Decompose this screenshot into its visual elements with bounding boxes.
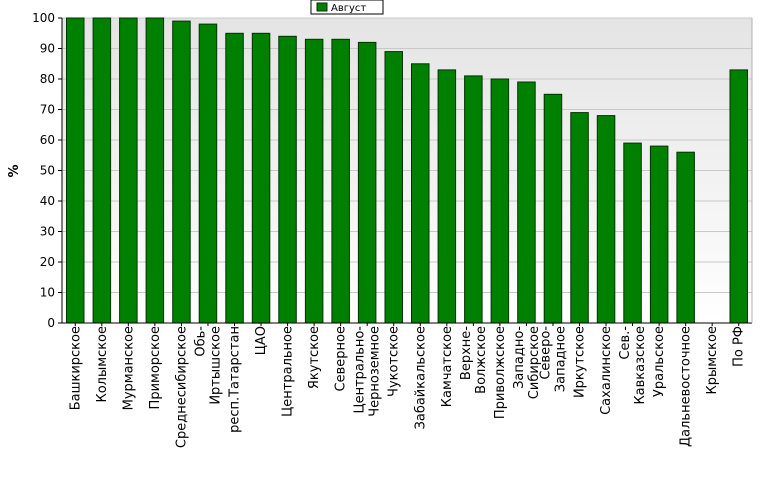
x-tick-label: Дальневосточное — [679, 326, 694, 447]
bar — [119, 17, 138, 324]
y-tick-label: 30 — [40, 225, 55, 239]
bar — [251, 32, 271, 324]
legend-swatch — [316, 2, 328, 12]
x-tick-label: ЦАО — [254, 326, 269, 355]
bar — [172, 20, 191, 324]
x-tick-label: Иркутское — [573, 326, 588, 398]
bar — [517, 81, 536, 324]
bar — [676, 151, 695, 324]
x-tick-label: Центрально-Черноземное — [353, 326, 383, 417]
bar — [145, 17, 165, 324]
legend-box — [310, 0, 384, 15]
x-tick-label: Забайкальское — [413, 326, 428, 429]
y-tick-label: 20 — [40, 255, 55, 269]
y-tick-label: 100 — [32, 11, 55, 25]
x-tick-label: Якутское — [307, 326, 322, 389]
bar — [596, 115, 616, 324]
x-tick-label: Камчатское — [440, 326, 455, 407]
x-tick-label: респ.Татарстан — [228, 326, 243, 433]
bars — [66, 17, 748, 324]
bar — [92, 17, 112, 324]
y-tick-label: 10 — [40, 286, 55, 300]
x-tick-label: Сев.-Кавказское — [618, 326, 648, 405]
x-tick-label: Северное — [334, 326, 349, 391]
bar — [278, 35, 297, 324]
bar — [66, 17, 85, 324]
y-tick-label: 40 — [40, 194, 55, 208]
x-tick-label: Уральское — [652, 326, 667, 397]
bar — [198, 23, 218, 324]
y-tick-label: 90 — [40, 42, 55, 56]
bar — [304, 38, 324, 324]
x-tick-label: Башкирское — [68, 326, 83, 410]
y-tick-label: 80 — [40, 72, 55, 86]
y-tick-label: 0 — [47, 316, 55, 330]
bar — [331, 38, 350, 324]
x-tick-label: Сахалинское — [599, 326, 614, 415]
bar — [570, 112, 589, 324]
bar — [411, 63, 430, 324]
x-tick-label: Обь-Иртышское — [194, 326, 224, 405]
bar — [543, 93, 563, 324]
y-tick-label: 50 — [40, 164, 55, 178]
x-tick-label: Крымское — [705, 326, 720, 395]
y-ticks: 0 10 20 30 40 50 60 70 80 90 100 — [32, 11, 62, 330]
x-tick-label: Чукотское — [387, 326, 402, 397]
legend: Август — [310, 0, 384, 15]
y-axis-label: % — [7, 164, 22, 177]
x-tick-label: Верхне-Волжское — [459, 326, 489, 394]
x-tick-label: Западно-Сибирское — [512, 326, 542, 400]
x-tick-label: Приморское — [148, 326, 163, 409]
bar — [464, 75, 483, 324]
legend-label: Август — [331, 3, 366, 14]
bar — [649, 145, 669, 324]
x-tick-labels: Башкирское Колымское Мурманское Приморское С… — [68, 323, 747, 448]
x-tick-label: Мурманское — [121, 326, 136, 410]
bar — [357, 41, 377, 324]
bar — [623, 142, 642, 324]
bar — [729, 69, 748, 324]
x-tick-label: Северо-Западное — [539, 326, 569, 393]
x-tick-label: По РФ — [732, 326, 747, 367]
x-tick-label: Приволжское — [493, 326, 508, 419]
y-tick-label: 70 — [40, 103, 55, 117]
bar — [384, 51, 403, 324]
bar — [225, 32, 244, 324]
x-tick-label: Среднесибирское — [174, 326, 189, 448]
y-tick-label: 60 — [40, 133, 55, 147]
x-tick-label: Центральное — [281, 326, 296, 417]
bar — [437, 69, 457, 324]
bar — [490, 78, 510, 324]
x-tick-label: Колымское — [95, 326, 110, 403]
